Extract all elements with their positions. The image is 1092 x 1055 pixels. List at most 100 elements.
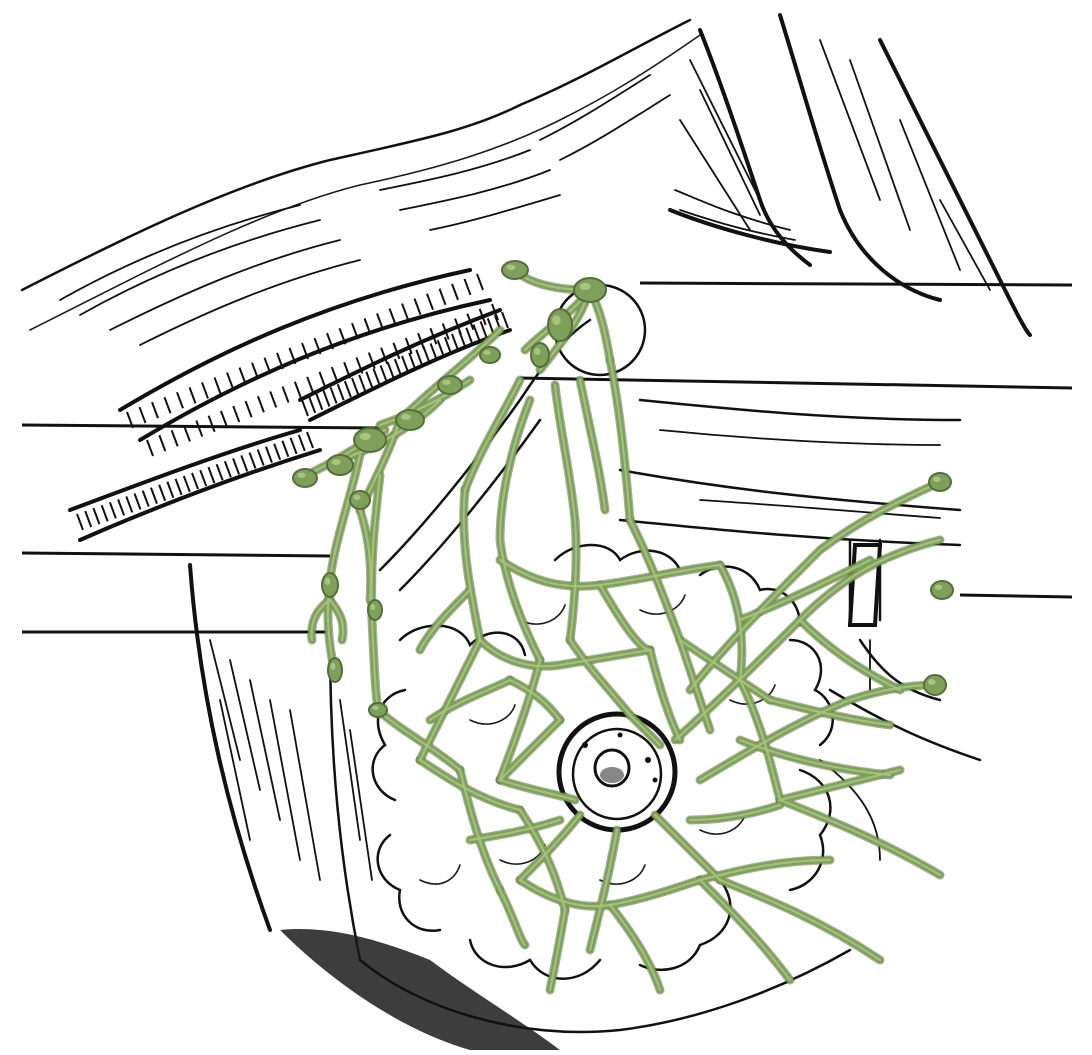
- striation-tick: [479, 321, 488, 338]
- striation-tick: [465, 327, 474, 345]
- striation-tick: [392, 342, 401, 360]
- lymph-vessel: [418, 588, 472, 652]
- striation-tick: [158, 434, 167, 452]
- striation-tick: [264, 446, 273, 463]
- lymph-vessel: [598, 583, 652, 652]
- striation-tick: [343, 361, 352, 379]
- lymph-node-highlight: [579, 282, 591, 290]
- lymph-vessel: [498, 718, 562, 782]
- lymph-node: [547, 308, 573, 342]
- lymph-node-highlight: [353, 494, 361, 500]
- striation-tick: [219, 410, 228, 428]
- lymph-node-highlight: [534, 347, 541, 355]
- lymph-vessel: [376, 708, 462, 772]
- lymph-vessel: [518, 813, 582, 882]
- lymph-node: [321, 572, 339, 598]
- striation-tick: [318, 371, 327, 389]
- retractor-line-6: [959, 593, 1073, 599]
- lymph-node-highlight: [359, 432, 371, 440]
- striation-tick: [248, 452, 257, 469]
- montgomery-gland-4: [617, 732, 623, 738]
- striation-tick: [289, 437, 298, 455]
- striation-tick: [351, 322, 359, 340]
- lymph-vessel: [498, 888, 527, 947]
- lymph-vessel: [498, 778, 577, 802]
- striation-tick: [326, 332, 334, 350]
- lymph-node: [326, 454, 354, 476]
- striation-tick: [226, 372, 234, 389]
- striation-tick: [201, 382, 209, 399]
- striation-tick: [138, 406, 147, 424]
- striation-tick: [276, 352, 284, 370]
- lymph-vessel: [768, 698, 892, 727]
- lymph-vessel: [462, 488, 482, 642]
- striation-tick: [478, 308, 487, 326]
- striation-tick: [458, 330, 467, 348]
- striation-tick: [438, 288, 447, 306]
- striation-tick: [183, 425, 191, 442]
- striation-tick: [297, 434, 306, 452]
- shoulder-contour: [20, 18, 692, 292]
- striation-tick: [188, 387, 197, 404]
- nipple-shadow: [600, 767, 624, 783]
- lymph-node: [395, 409, 425, 431]
- serratus-block: [847, 543, 883, 627]
- striation-tick: [429, 327, 438, 345]
- striation-tick: [92, 507, 101, 525]
- lymph-vessel: [796, 616, 904, 694]
- breast-base-shadow: [280, 929, 560, 1050]
- lymph-node-highlight: [400, 414, 411, 420]
- lymph-node-highlight: [370, 604, 376, 610]
- lymph-vessel: [738, 558, 872, 622]
- striation-tick: [133, 493, 142, 510]
- striation-tick: [263, 357, 272, 375]
- lymph-vessel: [648, 648, 682, 742]
- striation-tick: [213, 377, 222, 394]
- striation-tick: [293, 381, 302, 399]
- trunk-inner-contour: [328, 638, 362, 962]
- lymph-vessel: [458, 768, 502, 892]
- striation-tick: [363, 318, 372, 335]
- striation-tick: [215, 463, 224, 481]
- striation-tick: [330, 366, 339, 384]
- striation-tick: [207, 415, 216, 433]
- striation-tick: [501, 311, 509, 329]
- lymph-node-highlight: [331, 459, 341, 465]
- lymph-node: [367, 599, 383, 621]
- striation-tick: [273, 443, 282, 461]
- retractor-line-2: [519, 376, 1073, 390]
- lymph-node: [479, 346, 501, 364]
- striation-tick: [315, 393, 324, 411]
- striation-tick: [422, 346, 431, 363]
- lymph-node: [327, 657, 343, 683]
- montgomery-gland-3: [652, 777, 658, 783]
- striation-tick: [338, 327, 347, 345]
- striation-tick: [413, 298, 422, 315]
- shoulder-inner-contour: [29, 34, 701, 331]
- lymph-vessel: [478, 638, 652, 668]
- clavicle-shadow: [668, 208, 832, 254]
- striation-tick: [463, 278, 472, 296]
- lymph-vessel: [718, 878, 882, 962]
- lymph-vessel: [468, 818, 562, 842]
- retractor-line-3: [21, 423, 381, 430]
- striation-tick: [174, 478, 183, 496]
- lymph-node: [501, 260, 529, 280]
- striation-tick: [232, 405, 241, 423]
- lymph-vessel: [698, 878, 792, 982]
- striation-tick: [351, 377, 359, 395]
- striation-tick: [238, 367, 247, 384]
- striation-tick: [141, 490, 150, 507]
- striation-tick: [223, 460, 232, 478]
- retractor-line-1: [639, 281, 1073, 287]
- striation-tick: [301, 399, 309, 417]
- lymph-vessel: [578, 378, 607, 512]
- striation-tick: [281, 440, 290, 458]
- striation-tick: [269, 391, 278, 408]
- striation-tick: [466, 313, 475, 331]
- nipple-areola: [556, 711, 678, 833]
- lymph-vessel: [628, 713, 662, 747]
- striation-tick: [451, 283, 459, 301]
- striation-tick: [372, 368, 381, 385]
- striation-tick: [182, 475, 191, 493]
